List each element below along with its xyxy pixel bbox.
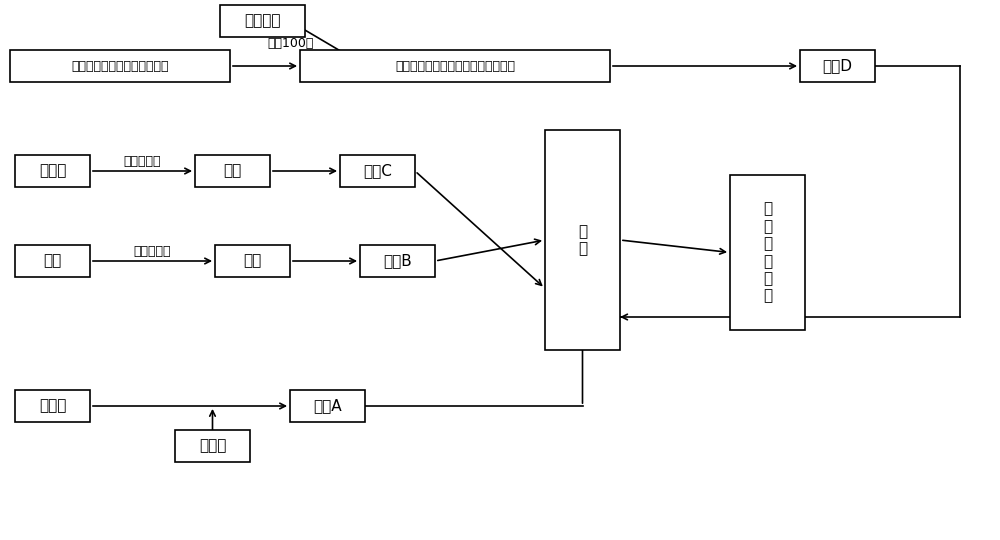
Bar (195, 155, 270, 187)
Bar (15, 155, 90, 187)
Text: 骨磷水: 骨磷水 (199, 438, 226, 454)
Bar (215, 245, 290, 277)
Bar (800, 50, 875, 82)
Text: 混料A: 混料A (313, 399, 342, 414)
Bar (15, 245, 90, 277)
Text: 稀释100倍: 稀释100倍 (268, 37, 314, 50)
Text: 暴晒，碾碎: 暴晒，碾碎 (134, 245, 171, 258)
Text: 混料B: 混料B (383, 253, 412, 268)
Bar (290, 390, 365, 422)
Bar (175, 430, 250, 462)
Text: 颗
粒
水
溶
肥
料: 颗 粒 水 溶 肥 料 (763, 201, 772, 303)
Text: 生石灰: 生石灰 (39, 164, 66, 179)
Bar (545, 130, 620, 350)
Bar (300, 50, 610, 82)
Bar (15, 390, 90, 422)
Text: 造
粒: 造 粒 (578, 224, 587, 256)
Text: 矿源黄腐酸钾原粉、葡萄糖粉: 矿源黄腐酸钾原粉、葡萄糖粉 (71, 59, 169, 72)
Text: 混料C: 混料C (363, 164, 392, 179)
Text: 蛋壳: 蛋壳 (43, 253, 62, 268)
Bar (10, 50, 230, 82)
Text: 混料D: 混料D (822, 58, 852, 73)
Bar (340, 155, 415, 187)
Text: 米醋: 米醋 (243, 253, 262, 268)
Bar (360, 245, 435, 277)
Bar (730, 175, 805, 330)
Bar (220, 5, 305, 37)
Text: 隔夜茶水: 隔夜茶水 (244, 14, 281, 29)
Text: 啤酒: 啤酒 (223, 164, 242, 179)
Text: 灰磷水: 灰磷水 (39, 399, 66, 414)
Text: 浇水，蒸煮: 浇水，蒸煮 (124, 155, 161, 168)
Text: 尿素、硝酸钾、硫酸镁和微生物菌剂: 尿素、硝酸钾、硫酸镁和微生物菌剂 (395, 59, 515, 72)
